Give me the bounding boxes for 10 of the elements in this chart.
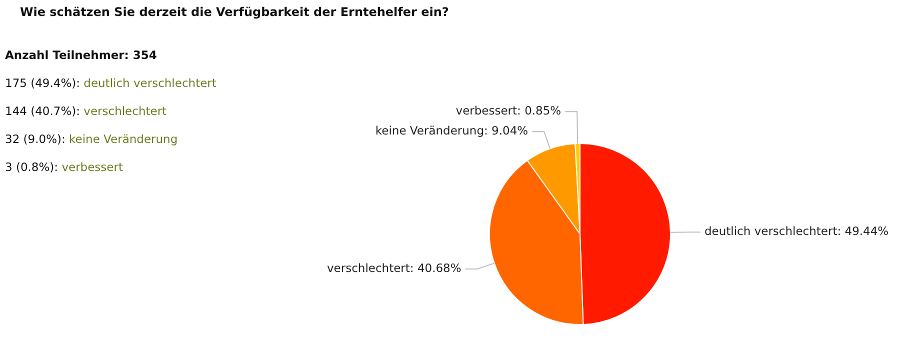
text: Anzahl Teilnehmer: 354 [5,47,158,64]
slice-label: keine Veränderung: 9.04% [375,124,528,138]
text: 144 (40.7%): verschlechtert [5,102,167,120]
slice-label: verbessert: 0.85% [456,104,562,118]
slice-label: verschlechtert: 40.68% [327,260,462,275]
slice-label: deutlich verschlechtert: 49.44% [704,224,889,238]
text: 32 (9.0%): keine Veränderung [5,130,178,148]
text: 3 (0.8%): verbessert [5,158,123,176]
text: 175 (49.4%): deutlich verschlechtert [5,74,216,92]
chart-title: Wie schätzen Sie derzeit die Verfügbarkeit der Erntehelfer ein? [20,5,449,19]
